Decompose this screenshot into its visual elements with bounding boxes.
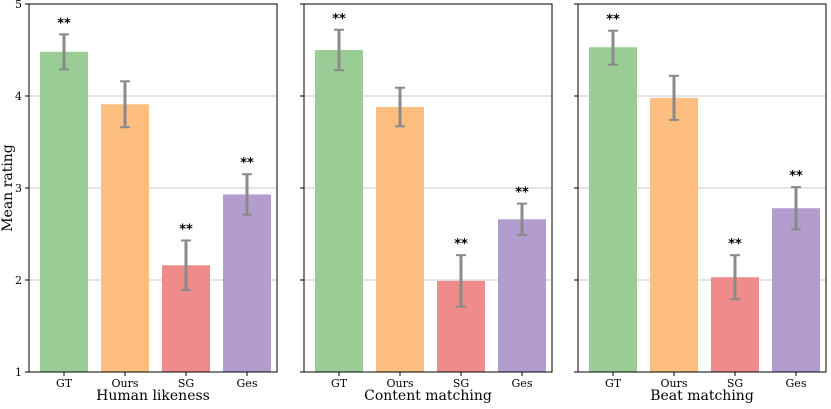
- x-tick-label-ges-p1: Ges: [237, 377, 258, 390]
- x-tick-label-ours-p3: Ours: [660, 377, 687, 390]
- bar-ours-p1: [101, 104, 149, 372]
- bar-ges-p2: [498, 219, 546, 372]
- x-tick-label-ges-p3: Ges: [786, 377, 807, 390]
- panel-title-p2: Content matching: [364, 388, 492, 404]
- x-tick-label-sg-p2: SG: [453, 377, 469, 390]
- significance-sg-p2: **: [454, 237, 468, 252]
- x-tick-label-ours-p2: Ours: [386, 377, 413, 390]
- bar-gt-p1: [40, 51, 88, 373]
- bar-gt-p3: [589, 47, 637, 373]
- x-tick-label-gt-p3: GT: [605, 377, 622, 390]
- significance-ges-p2: **: [515, 186, 529, 201]
- bar-ges-p1: [223, 194, 271, 372]
- panel-title-p3: Beat matching: [650, 388, 754, 404]
- panel-title-p1: Human likeness: [96, 388, 210, 404]
- bar-gt-p2: [315, 50, 363, 372]
- significance-gt-p1: **: [57, 16, 71, 31]
- y-tick-label-1: 1: [15, 366, 22, 379]
- significance-gt-p2: **: [332, 12, 346, 27]
- y-tick-label-4: 4: [15, 90, 22, 103]
- y-axis-label: Mean rating: [0, 144, 16, 232]
- x-tick-label-sg-p3: SG: [727, 377, 743, 390]
- x-tick-label-ours-p1: Ours: [111, 377, 138, 390]
- bar-ours-p3: [650, 97, 698, 372]
- significance-sg-p3: **: [728, 237, 742, 252]
- x-tick-label-sg-p1: SG: [178, 377, 194, 390]
- y-tick-label-2: 2: [15, 274, 22, 287]
- x-tick-label-ges-p2: Ges: [512, 377, 533, 390]
- bar-ges-p3: [772, 208, 820, 372]
- bar-ours-p2: [376, 107, 424, 372]
- y-tick-label-5: 5: [15, 0, 22, 11]
- significance-ges-p1: **: [240, 156, 254, 171]
- significance-gt-p3: **: [606, 13, 620, 28]
- significance-sg-p1: **: [179, 222, 193, 237]
- y-tick-label-3: 3: [15, 182, 22, 195]
- x-tick-label-gt-p2: GT: [331, 377, 348, 390]
- significance-ges-p3: **: [789, 169, 803, 184]
- x-tick-label-gt-p1: GT: [56, 377, 73, 390]
